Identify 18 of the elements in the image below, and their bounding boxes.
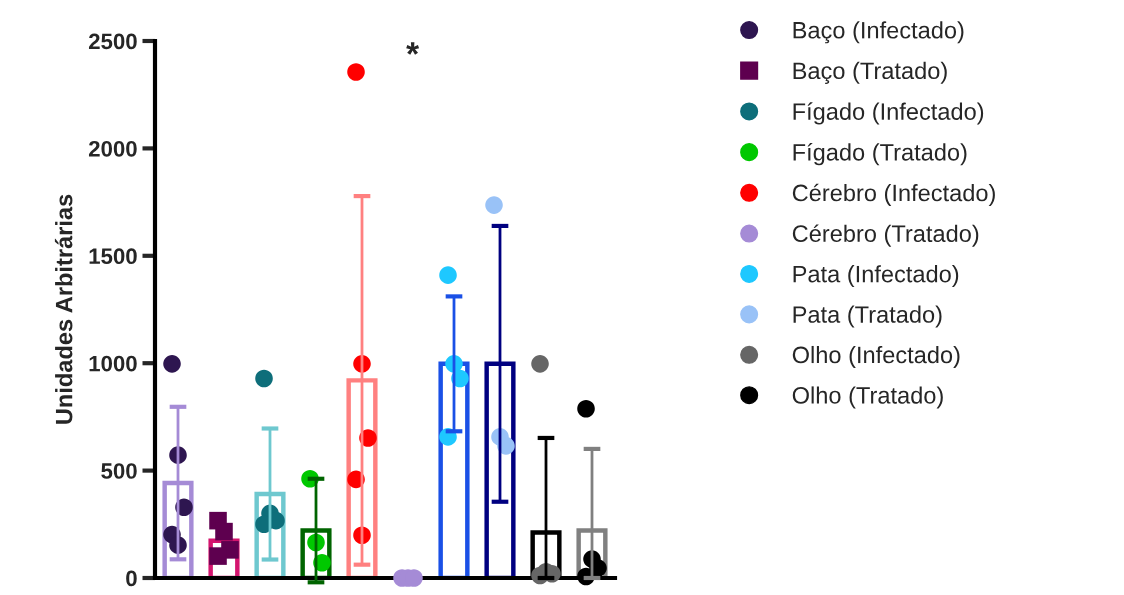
legend-label: Fígado (Infectado): [793, 102, 984, 125]
y-tick-label: 0: [126, 570, 137, 587]
y-tick-label: 500: [101, 463, 137, 479]
legend-label: Baço (Tratado): [793, 61, 947, 84]
annotation: *: [406, 42, 420, 55]
y-tick-label: 2500: [88, 33, 137, 50]
y-tick-label: 1000: [89, 355, 137, 372]
legend-label: Pata (Tratado): [793, 305, 942, 328]
legend-label: Cérebro (Infectado): [792, 183, 995, 206]
y-tick-label: 1500: [89, 248, 137, 265]
legend-label: Pata (Infectado): [793, 265, 959, 288]
y-axis-title: Unidades Arbitrárias: [54, 194, 73, 424]
legend-label: Olho (Infectado): [792, 345, 960, 368]
legend-label: Baço (Infectado): [793, 21, 964, 44]
legend-label: Cérebro (Tratado): [792, 224, 979, 247]
legend-label: Fígado (Tratado): [793, 143, 967, 166]
y-tick-label: 2000: [88, 140, 137, 157]
legend-label: Olho (Tratado): [792, 386, 943, 409]
